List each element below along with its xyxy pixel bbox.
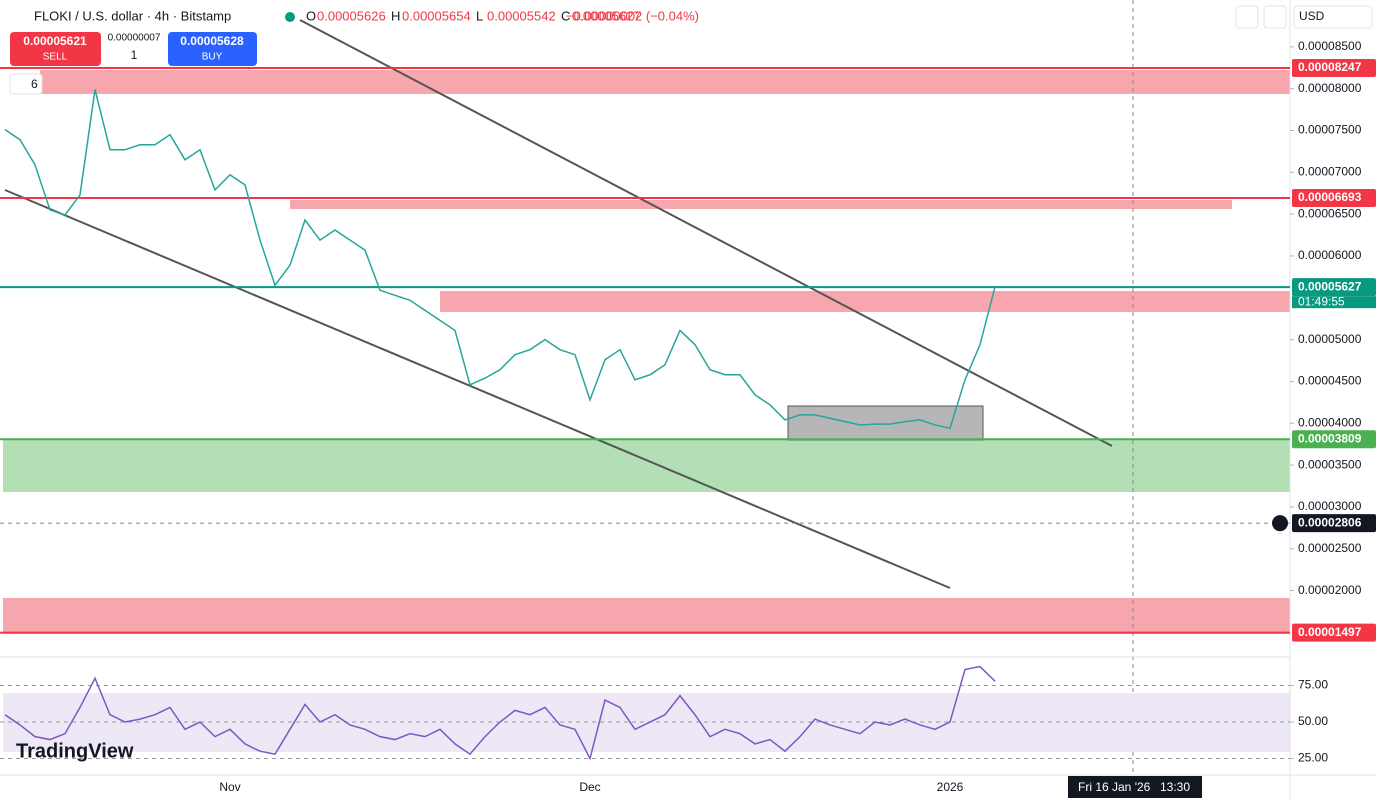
sell-button[interactable] (10, 32, 101, 66)
y-tick-label: 0.00004500 (1298, 374, 1362, 388)
price-line (4, 89, 996, 430)
level-label-box (1292, 59, 1376, 78)
trend-line (299, 19, 1113, 447)
y-tick-label: 0.00002000 (1298, 583, 1362, 597)
level-label-box (1292, 623, 1376, 642)
level-label: 0.00002806 (1298, 515, 1362, 529)
level-label: 0.00003809 (1298, 431, 1362, 445)
ohlc-value: 0.00005626 (317, 8, 386, 23)
price-line (4, 665, 996, 761)
level-label-box (1292, 278, 1376, 297)
y-tick-label: 25.00 (1298, 751, 1328, 765)
crosshair-time: 13:30 (1160, 780, 1190, 794)
y-tick-label: 0.00007500 (1298, 123, 1362, 137)
y-tick-label: 0.00005000 (1298, 332, 1362, 346)
x-tick-label: Nov (219, 780, 240, 794)
y-tick-label: 0.00003500 (1298, 457, 1362, 471)
symbol: FLOKI / U.S. dollar · 4h · Bitstamp (34, 8, 231, 23)
range-box (787, 405, 984, 441)
y-tick-label: 50.00 (1298, 714, 1328, 728)
sell-price: 0.00005621 (23, 34, 87, 48)
ohlc-value: 0.00005627 (572, 8, 641, 23)
buy-button[interactable] (168, 32, 257, 66)
indicator-count: 6 (31, 77, 38, 91)
crosshair-date: Fri 16 Jan '26 (1078, 780, 1151, 794)
download-button[interactable] (1235, 5, 1259, 29)
y-tick-label: 0.00004000 (1298, 415, 1362, 429)
ohlc-value: 0.00005542 (487, 8, 556, 23)
ohlc-key: O (306, 8, 316, 23)
y-tick-label: 0.00002500 (1298, 541, 1362, 555)
ohlc-value: 0.00005654 (402, 8, 471, 23)
ohlc-key: L (476, 8, 483, 23)
change: −0.00000002 (−0.04%) (566, 8, 699, 23)
level-label: 0.00005627 (1298, 279, 1362, 293)
countdown: 01:49:55 (1298, 294, 1345, 308)
logo: TradingView (16, 740, 134, 762)
y-tick-label: 75.00 (1298, 678, 1328, 692)
market-status (285, 12, 295, 22)
y-tick-label: 0.00008000 (1298, 81, 1362, 95)
y-tick-label: 0.00007000 (1298, 164, 1362, 178)
buy-label: BUY (202, 52, 223, 63)
countdown-box (1292, 296, 1376, 309)
currency: USD (1299, 9, 1325, 23)
support-zone (3, 440, 1290, 492)
spread: 0.00000007 (108, 33, 161, 44)
resistance-zone (40, 70, 1290, 94)
trend-line (4, 189, 951, 589)
x-tick-label: 2026 (937, 780, 964, 794)
level-label-box (1292, 514, 1376, 533)
y-tick-label: 0.00006000 (1298, 248, 1362, 262)
ohlc-key: C (561, 8, 570, 23)
add-alert (1272, 515, 1288, 532)
support-zone (3, 598, 1290, 634)
level-label: 0.00006693 (1298, 190, 1362, 204)
quantity[interactable]: 1 (131, 48, 138, 62)
level-label: 0.00008247 (1298, 60, 1362, 74)
crosshair-label (1068, 776, 1202, 798)
buy-price: 0.00005628 (180, 34, 244, 48)
y-tick-label: 0.00006500 (1298, 206, 1362, 220)
sell-label: SELL (43, 52, 68, 63)
x-tick-label: Dec (579, 780, 600, 794)
level-label-box (1292, 189, 1376, 208)
fullscreen-button[interactable] (1263, 5, 1287, 29)
y-tick-label: 0.00008500 (1298, 39, 1362, 53)
resistance-zone (440, 291, 1290, 312)
level-label-box (1292, 430, 1376, 449)
indicators-toggle[interactable] (9, 73, 43, 95)
y-tick-label: 0.00003000 (1298, 499, 1362, 513)
ohlc-key: H (391, 8, 400, 23)
resistance-zone (290, 200, 1232, 209)
level-label: 0.00001497 (1298, 625, 1362, 639)
currency-select[interactable] (1293, 5, 1373, 29)
